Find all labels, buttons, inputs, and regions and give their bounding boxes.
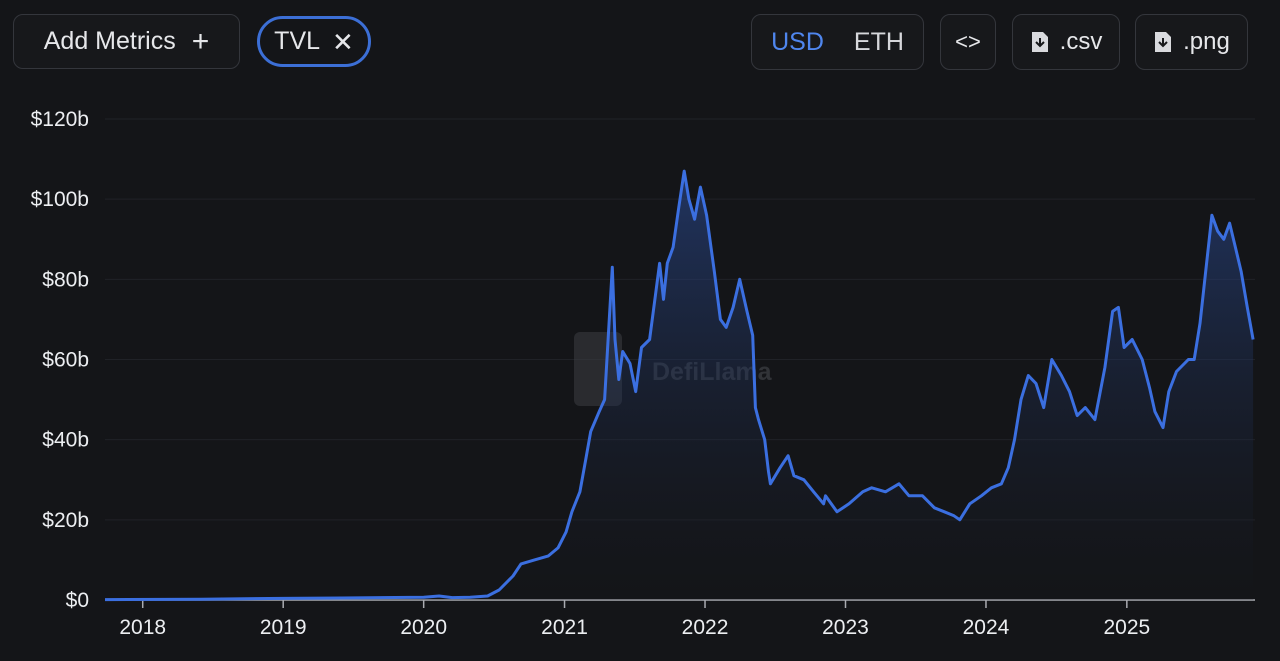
tvl-metric-chip[interactable]: TVL ✕	[257, 16, 371, 67]
y-tick-label: $40b	[42, 429, 89, 452]
currency-option-usd[interactable]: USD	[771, 27, 824, 56]
close-icon[interactable]: ✕	[332, 26, 354, 57]
png-label: .png	[1183, 28, 1230, 55]
y-tick-label: $80b	[42, 268, 89, 291]
embed-button[interactable]: <>	[940, 14, 996, 70]
tvl-series-line	[104, 169, 1255, 602]
x-tick-label: 2021	[541, 616, 588, 639]
file-download-icon	[1155, 32, 1172, 52]
tvl-area	[105, 171, 1254, 600]
code-icon: <>	[955, 29, 981, 54]
currency-toggle: USD ETH	[751, 14, 924, 70]
plus-icon: +	[191, 24, 210, 58]
download-csv-button[interactable]: .csv	[1012, 14, 1120, 70]
x-tick-label: 2023	[822, 616, 869, 639]
y-tick-label: $60b	[42, 349, 89, 372]
x-tick-label: 2019	[260, 616, 307, 639]
x-tick-label: 2020	[400, 616, 447, 639]
y-tick-label: $100b	[31, 188, 89, 211]
x-axis: 2018 2019 2020 2021 2022 2023 2024 2025	[105, 599, 1255, 639]
y-tick-label: $0	[66, 589, 89, 612]
file-download-icon	[1031, 32, 1048, 52]
x-tick-label: 2018	[119, 616, 166, 639]
add-metrics-label: Add Metrics	[43, 27, 176, 55]
csv-label: .csv	[1059, 28, 1103, 55]
y-tick-label: $20b	[42, 509, 89, 532]
y-axis: $0 $20b $40b $60b $80b $100b $120b	[31, 108, 89, 612]
x-tick-label: 2025	[1103, 616, 1150, 639]
download-png-button[interactable]: .png	[1135, 14, 1248, 70]
x-tick-label: 2022	[682, 616, 729, 639]
y-tick-label: $120b	[31, 108, 89, 131]
currency-option-eth[interactable]: ETH	[853, 27, 904, 56]
metric-chip-label: TVL	[274, 27, 321, 55]
x-tick-label: 2024	[963, 616, 1010, 639]
add-metrics-button[interactable]: Add Metrics +	[13, 14, 240, 69]
